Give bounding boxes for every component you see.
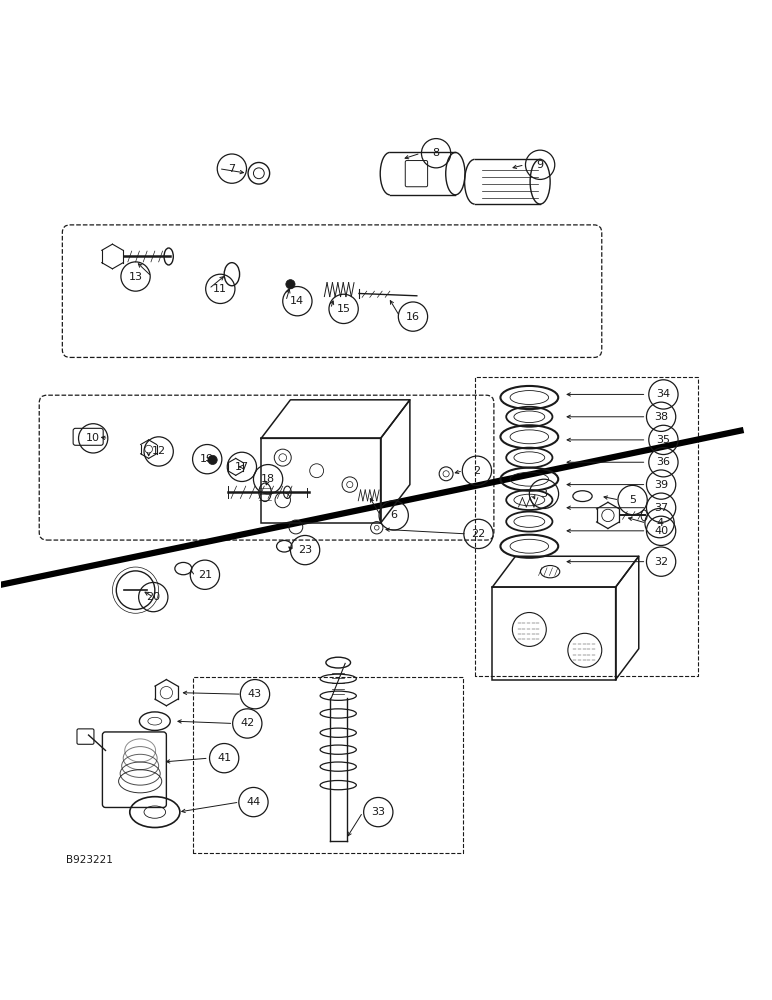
Text: 10: 10: [86, 433, 100, 443]
Text: 44: 44: [246, 797, 261, 807]
Text: 11: 11: [213, 284, 227, 294]
Text: 41: 41: [217, 753, 232, 763]
Text: 43: 43: [248, 689, 262, 699]
Bar: [261, 438, 381, 523]
Text: 14: 14: [290, 296, 304, 306]
Text: 32: 32: [654, 557, 669, 567]
Text: 16: 16: [406, 312, 420, 322]
Text: 4: 4: [656, 518, 663, 528]
Text: 3: 3: [540, 489, 547, 499]
Text: 33: 33: [371, 807, 385, 817]
Text: 19: 19: [200, 454, 215, 464]
Text: 15: 15: [337, 304, 350, 314]
Text: 5: 5: [629, 495, 636, 505]
Text: 23: 23: [298, 545, 312, 555]
Text: B923221: B923221: [66, 855, 113, 865]
Circle shape: [286, 280, 295, 289]
Text: 8: 8: [432, 148, 439, 158]
Text: 2: 2: [473, 466, 480, 476]
Text: 13: 13: [129, 272, 143, 282]
Text: 37: 37: [654, 503, 669, 513]
Text: 12: 12: [151, 446, 166, 456]
Circle shape: [208, 455, 217, 465]
Text: 22: 22: [472, 529, 486, 539]
Text: 34: 34: [656, 389, 671, 399]
Text: 35: 35: [656, 435, 670, 445]
Text: 21: 21: [198, 570, 212, 580]
Text: 6: 6: [390, 510, 398, 520]
Text: 36: 36: [656, 457, 670, 467]
Text: 42: 42: [240, 718, 255, 728]
Text: 39: 39: [654, 480, 669, 490]
Text: 9: 9: [537, 160, 543, 170]
Text: 7: 7: [229, 164, 235, 174]
Text: 40: 40: [654, 526, 669, 536]
Text: 18: 18: [261, 474, 275, 484]
Text: 20: 20: [146, 592, 161, 602]
Text: 38: 38: [654, 412, 669, 422]
Bar: [493, 587, 615, 680]
Text: 17: 17: [235, 462, 249, 472]
